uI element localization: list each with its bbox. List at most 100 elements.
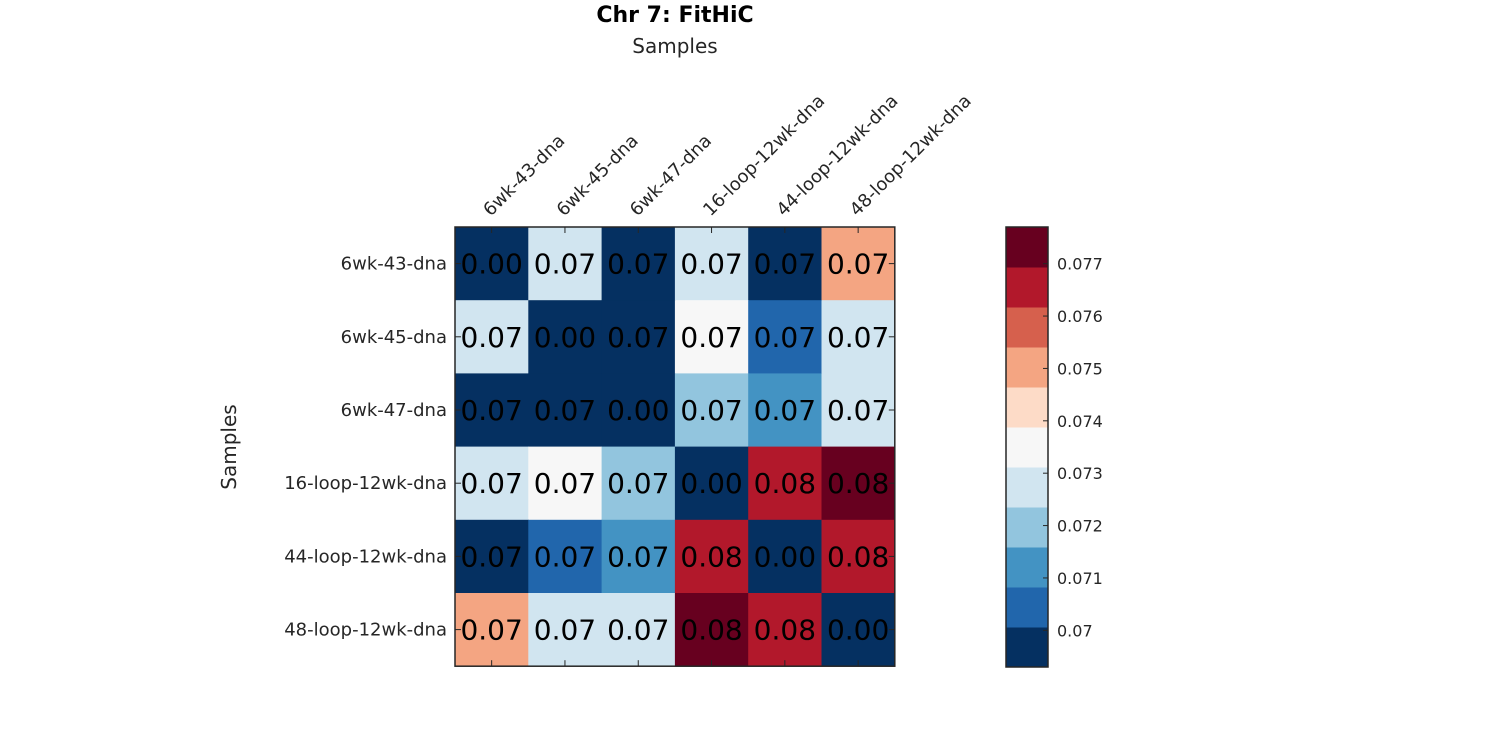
- heatmap-cell: [455, 446, 529, 521]
- cell-label: 0.07: [607, 614, 669, 647]
- heatmap-cell: [674, 373, 749, 448]
- heatmap-cell: [821, 373, 896, 448]
- colorbar-bin: [1006, 427, 1048, 468]
- heatmap-cell: [748, 227, 822, 301]
- heatmap-cell: [748, 373, 822, 448]
- x-tick-label: 48-loop-12wk-dna: [846, 91, 976, 221]
- cell-label: 0.07: [827, 248, 889, 281]
- colorbar-bin: [1006, 267, 1048, 308]
- heatmap-cell: [821, 300, 896, 374]
- heatmap-cell: [821, 593, 896, 667]
- cell-label: 0.07: [827, 394, 889, 427]
- cell-label: 0.00: [460, 248, 522, 281]
- cell-label: 0.07: [607, 248, 669, 281]
- plot-frame: [454, 226, 896, 667]
- heatmap-cell: [455, 373, 529, 448]
- cell-label: 0.07: [534, 248, 596, 281]
- cell-label: 0.07: [460, 394, 522, 427]
- colorbar-bin: [1006, 547, 1048, 588]
- heatmap-cells: 0.00 0.07 0.07 0.07 0.07 0.07 0.07 0.00 0.07 0.07…: [454, 226, 896, 667]
- cell-label: 0.07: [460, 540, 522, 573]
- heatmap-cell: [601, 227, 676, 301]
- colorbar-bin: [1006, 587, 1048, 628]
- cell-label: 0.07: [607, 540, 669, 573]
- heatmap-cell: [748, 519, 822, 594]
- colorbar-bin: [1006, 307, 1048, 348]
- cell-label: 0.08: [827, 540, 889, 573]
- y-axis-label: Samples: [217, 404, 241, 489]
- colorbar-bin: [1006, 507, 1048, 548]
- heatmap-cell: [748, 300, 822, 374]
- heatmap-cell: [674, 227, 749, 301]
- cell-label: 0.08: [754, 614, 816, 647]
- colorbar-bin: [1006, 467, 1048, 508]
- heatmap-cell: [528, 373, 603, 448]
- heatmap-cell: [601, 373, 676, 448]
- cell-label: 0.07: [534, 394, 596, 427]
- heatmap-cell: [748, 446, 822, 521]
- heatmap-cell: [455, 300, 529, 374]
- heatmap-cell: [455, 593, 529, 667]
- x-tick-labels: 6wk-43-dna6wk-45-dna6wk-47-dna16-loop-12…: [479, 91, 975, 221]
- cell-label: 0.08: [827, 467, 889, 500]
- cell-label: 0.00: [680, 467, 742, 500]
- colorbar-bin: [1006, 387, 1048, 428]
- colorbar-tick-label: 0.072: [1057, 517, 1103, 536]
- y-tick-label: 16-loop-12wk-dna: [284, 473, 447, 494]
- colorbar-frame: [1005, 226, 1049, 668]
- x-axis-label: Samples: [632, 34, 717, 58]
- y-tick-label: 6wk-45-dna: [341, 327, 447, 348]
- cell-label: 0.00: [754, 540, 816, 573]
- colorbar-tick-label: 0.074: [1057, 412, 1103, 431]
- colorbar-tick-label: 0.07: [1057, 621, 1093, 640]
- heatmap-cell: [601, 446, 676, 521]
- cell-label: 0.07: [827, 321, 889, 354]
- colorbar-tick-label: 0.077: [1057, 255, 1103, 274]
- x-tick-label: 16-loop-12wk-dna: [699, 91, 829, 221]
- colorbar-tick-label: 0.075: [1057, 359, 1103, 378]
- y-tick-label: 6wk-43-dna: [341, 254, 447, 275]
- heatmap-cell: [528, 300, 603, 374]
- heatmap-cell: [601, 300, 676, 374]
- heatmap-cell: [455, 519, 529, 594]
- colorbar-tick-label: 0.073: [1057, 464, 1103, 483]
- cell-label: 0.00: [607, 394, 669, 427]
- cell-label: 0.07: [607, 467, 669, 500]
- colorbar-bin: [1006, 347, 1048, 388]
- x-tick-label: 44-loop-12wk-dna: [773, 91, 903, 221]
- cell-label: 0.07: [680, 248, 742, 281]
- cell-label: 0.07: [460, 614, 522, 647]
- heatmap-cell: [455, 227, 529, 301]
- y-tick-label: 44-loop-12wk-dna: [284, 546, 447, 567]
- cell-label: 0.07: [754, 248, 816, 281]
- cell-label: 0.07: [680, 321, 742, 354]
- colorbar-bin: [1006, 627, 1048, 668]
- cell-label: 0.07: [534, 467, 596, 500]
- cell-label: 0.07: [680, 394, 742, 427]
- cell-label: 0.08: [754, 467, 816, 500]
- cell-label: 0.07: [754, 321, 816, 354]
- heatmap-cell: [601, 519, 676, 594]
- heatmap-cell: [748, 593, 822, 667]
- y-tick-label: 48-loop-12wk-dna: [284, 620, 447, 641]
- cell-label: 0.07: [534, 614, 596, 647]
- heatmap-cell: [601, 593, 676, 667]
- heatmap-cell: [821, 446, 896, 521]
- cell-label: 0.08: [680, 540, 742, 573]
- heatmap-cell: [528, 227, 603, 301]
- cell-label: 0.00: [534, 321, 596, 354]
- chart-title: Chr 7: FitHiC: [596, 3, 753, 28]
- heatmap-cell: [674, 593, 749, 667]
- cell-label: 0.07: [754, 394, 816, 427]
- colorbar-tick-label: 0.071: [1057, 569, 1103, 588]
- heatmap-cell: [821, 227, 896, 301]
- heatmap-cell: [674, 446, 749, 521]
- colorbar-tick-label: 0.076: [1057, 307, 1103, 326]
- heatmap-cell: [821, 519, 896, 594]
- y-tick-label: 6wk-47-dna: [341, 400, 447, 421]
- heatmap-cell: [674, 300, 749, 374]
- cell-label: 0.00: [827, 614, 889, 647]
- cell-label: 0.07: [460, 321, 522, 354]
- heatmap-cell: [674, 519, 749, 594]
